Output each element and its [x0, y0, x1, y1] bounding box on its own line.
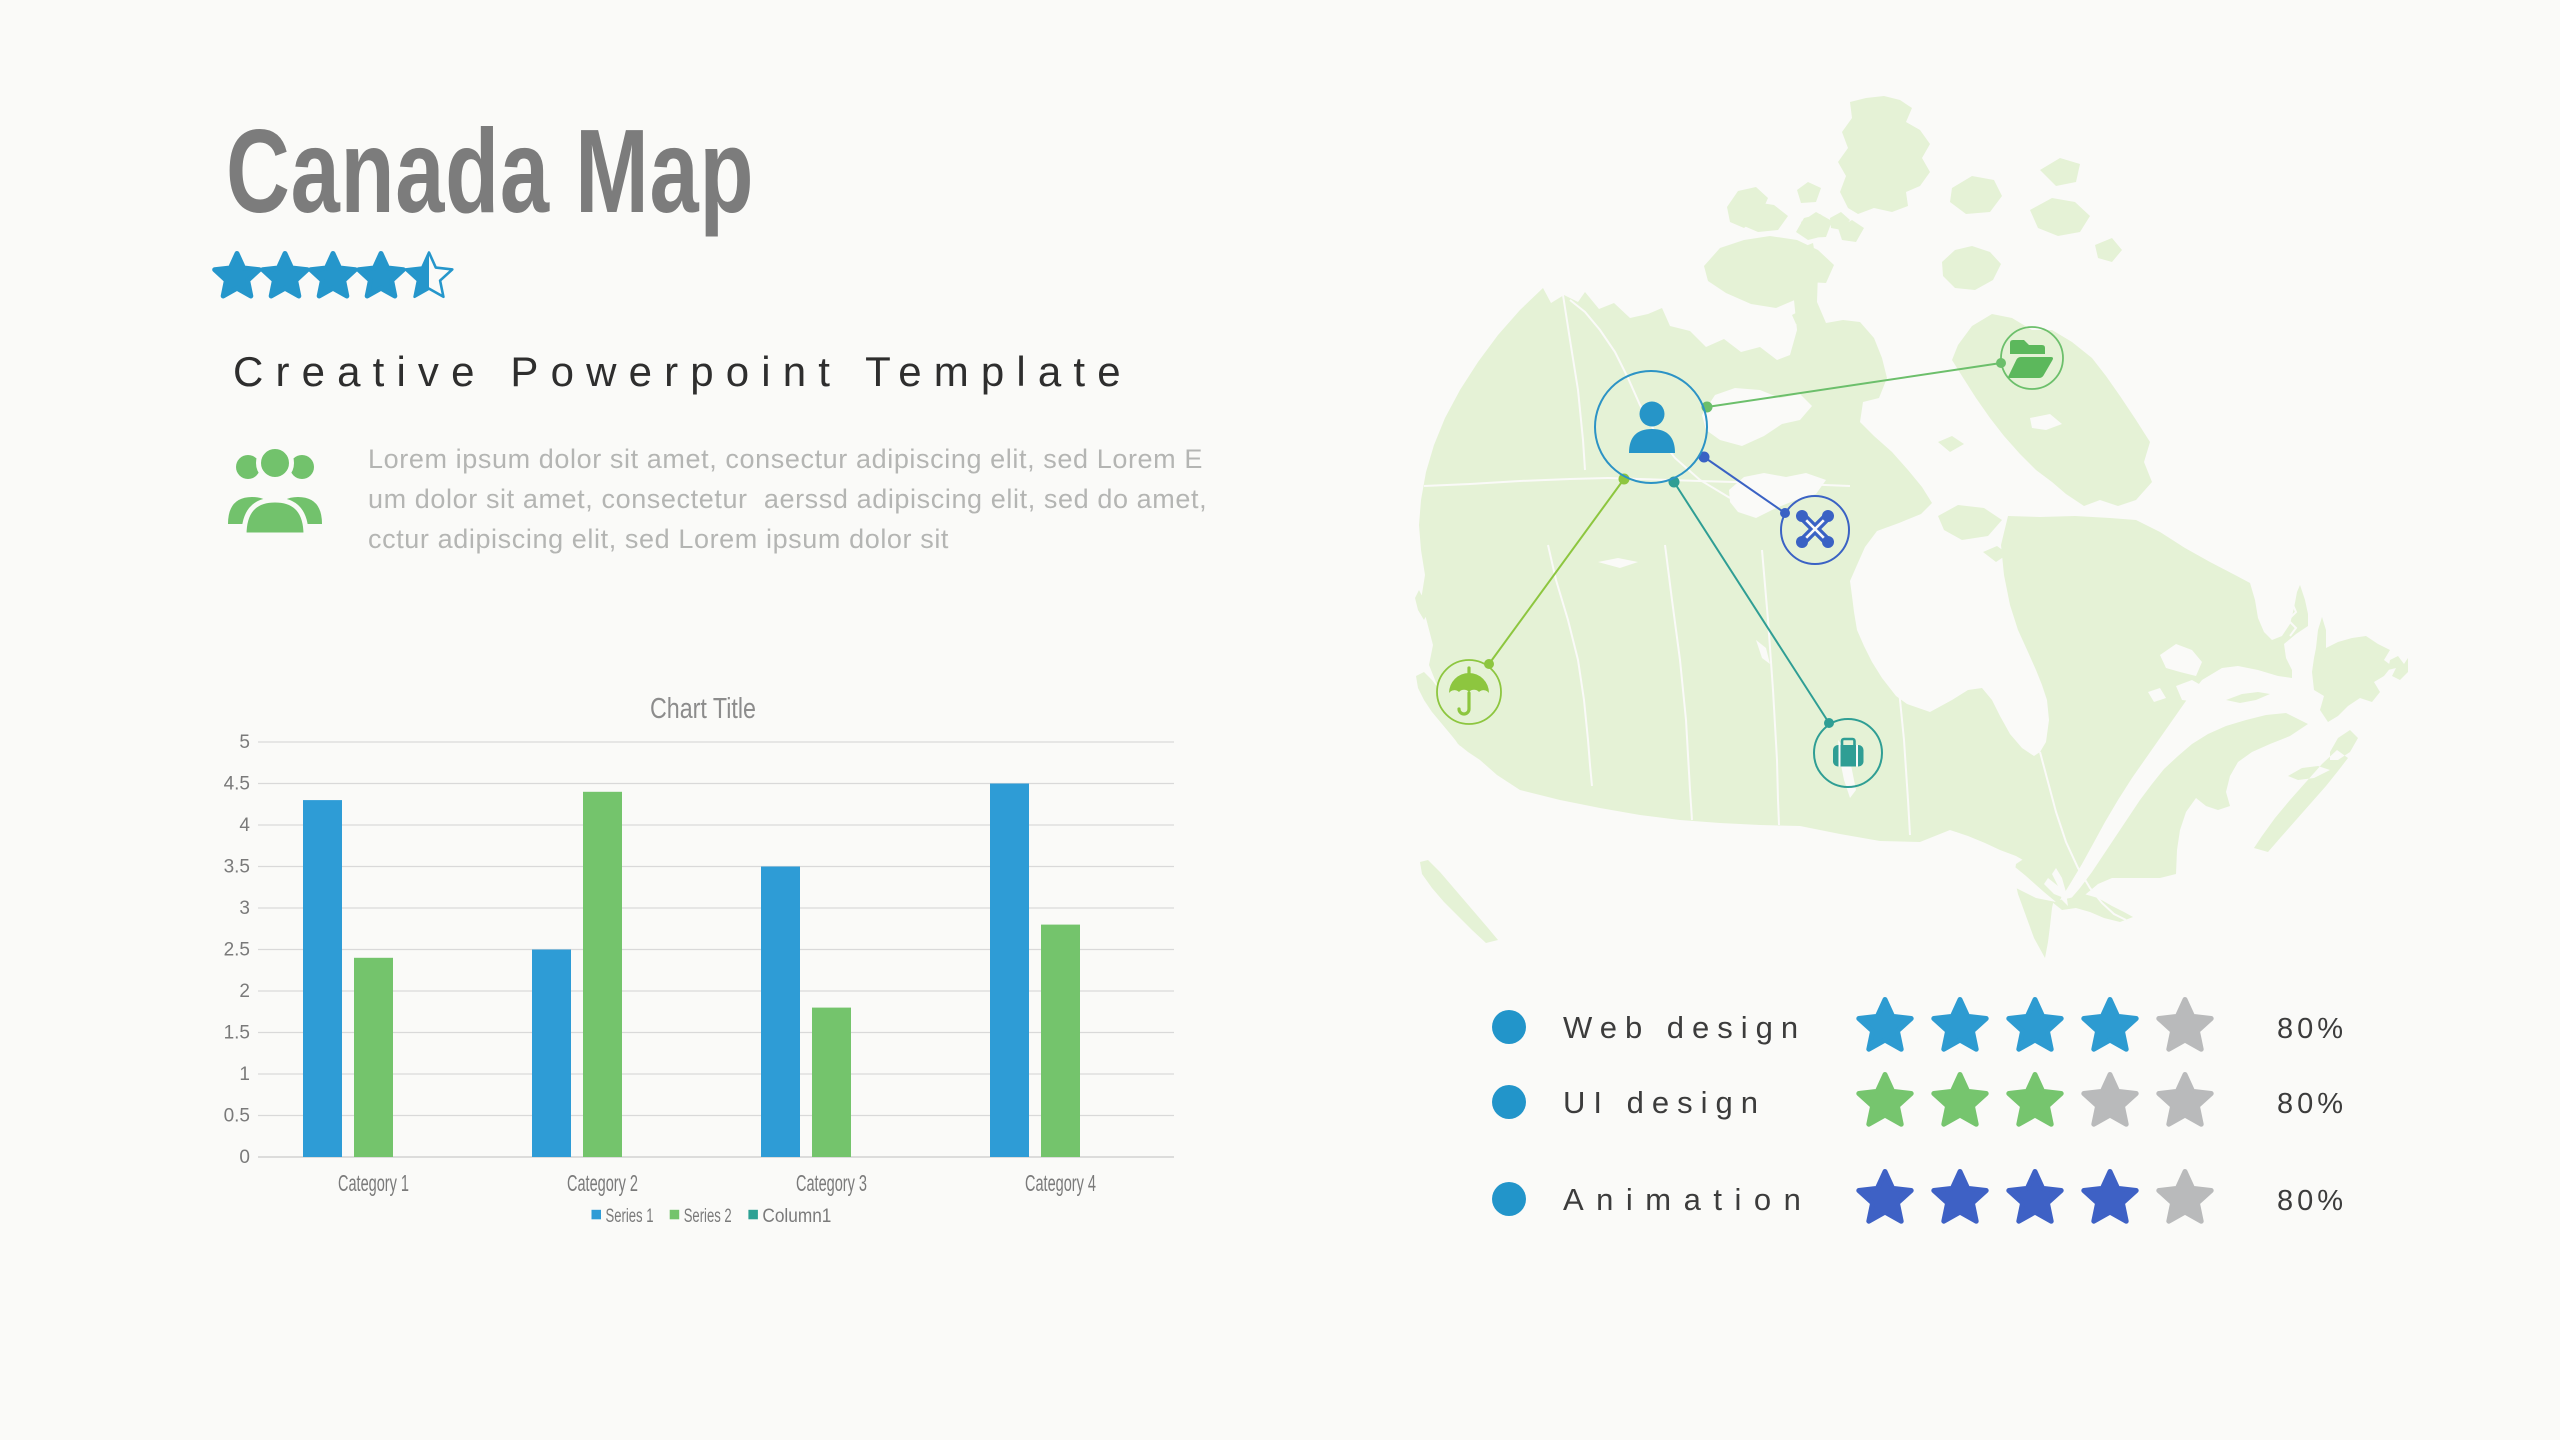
svg-text:Category 1: Category 1 [338, 1170, 409, 1196]
svg-text:Animation: Animation [1563, 1182, 1813, 1217]
svg-text:Chart Title: Chart Title [650, 693, 756, 725]
svg-text:Series 1: Series 1 [606, 1206, 654, 1227]
svg-text:Category 4: Category 4 [1025, 1170, 1096, 1196]
svg-text:4: 4 [239, 815, 250, 836]
svg-text:Column1: Column1 [762, 1206, 831, 1227]
svg-text:4.5: 4.5 [224, 774, 250, 795]
svg-text:UI design: UI design [1563, 1085, 1766, 1120]
svg-text:80%: 80% [2277, 1185, 2347, 1217]
svg-text:Category 3: Category 3 [796, 1170, 867, 1196]
svg-text:Series 2: Series 2 [684, 1206, 732, 1227]
svg-text:1: 1 [239, 1064, 250, 1085]
svg-text:0.5: 0.5 [224, 1106, 250, 1127]
svg-text:Web design: Web design [1563, 1010, 1806, 1045]
svg-text:2: 2 [239, 981, 250, 1002]
svg-text:5: 5 [239, 732, 250, 753]
svg-text:0: 0 [239, 1147, 250, 1168]
svg-text:80%: 80% [2277, 1088, 2347, 1120]
svg-text:3: 3 [239, 898, 250, 919]
svg-text:1.5: 1.5 [224, 1023, 250, 1044]
svg-text:3.5: 3.5 [224, 857, 250, 878]
svg-text:2.5: 2.5 [224, 940, 250, 961]
svg-text:Category 2: Category 2 [567, 1170, 638, 1196]
svg-text:80%: 80% [2277, 1013, 2347, 1045]
